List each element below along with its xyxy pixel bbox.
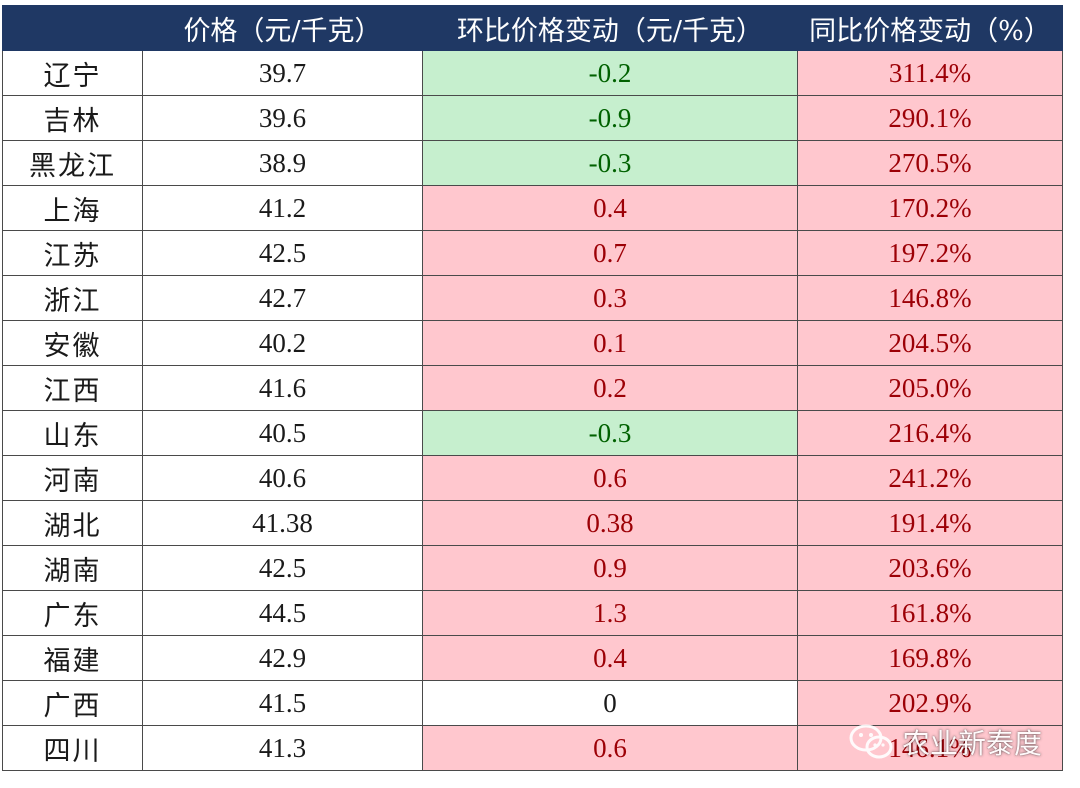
header-cell-price: 价格（元/千克） [142, 5, 423, 51]
mom-change-cell: 0.6 [422, 725, 798, 771]
header-cell-mom: 环比价格变动（元/千克） [422, 5, 798, 51]
table-row: 安徽 40.2 0.1 204.5% [2, 320, 1063, 366]
mom-change-cell: 0.1 [422, 320, 798, 366]
price-cell: 40.5 [142, 410, 423, 456]
mom-change-cell: 0.4 [422, 185, 798, 231]
mom-change-cell: -0.3 [422, 410, 798, 456]
table-row: 江苏 42.5 0.7 197.2% [2, 230, 1063, 276]
yoy-change-cell: 204.5% [797, 320, 1063, 366]
header-row: 价格（元/千克） 环比价格变动（元/千克） 同比价格变动（%） [2, 5, 1063, 51]
mom-change-cell: 0.3 [422, 275, 798, 321]
province-cell: 四川 [2, 725, 143, 771]
mom-change-cell: 0.38 [422, 500, 798, 546]
province-cell: 浙江 [2, 275, 143, 321]
price-cell: 41.6 [142, 365, 423, 411]
province-cell: 广西 [2, 680, 143, 726]
wechat-icon [848, 723, 894, 761]
mom-change-cell: -0.9 [422, 95, 798, 141]
yoy-change-cell: 202.9% [797, 680, 1063, 726]
province-cell: 上海 [2, 185, 143, 231]
price-cell: 42.5 [142, 230, 423, 276]
province-cell: 黑龙江 [2, 140, 143, 186]
province-cell: 湖北 [2, 500, 143, 546]
province-cell: 福建 [2, 635, 143, 681]
table-row: 广东 44.5 1.3 161.8% [2, 590, 1063, 636]
mom-change-cell: 0.7 [422, 230, 798, 276]
province-cell: 吉林 [2, 95, 143, 141]
price-table: 价格（元/千克） 环比价格变动（元/千克） 同比价格变动（%） 辽宁 39.7 -0… [2, 5, 1063, 771]
province-cell: 山东 [2, 410, 143, 456]
table-row: 广西 41.5 0 202.9% [2, 680, 1063, 726]
price-cell: 38.9 [142, 140, 423, 186]
mom-change-cell: -0.3 [422, 140, 798, 186]
mom-change-cell: 0.9 [422, 545, 798, 591]
price-cell: 41.3 [142, 725, 423, 771]
yoy-change-cell: 270.5% [797, 140, 1063, 186]
table-row: 山东 40.5 -0.3 216.4% [2, 410, 1063, 456]
watermark: 农业新泰度 [848, 722, 1042, 762]
table-row: 黑龙江 38.9 -0.3 270.5% [2, 140, 1063, 186]
table-row: 福建 42.9 0.4 169.8% [2, 635, 1063, 681]
price-cell: 41.38 [142, 500, 423, 546]
mom-change-cell: 0.4 [422, 635, 798, 681]
yoy-change-cell: 170.2% [797, 185, 1063, 231]
yoy-change-cell: 146.8% [797, 275, 1063, 321]
province-cell: 江西 [2, 365, 143, 411]
mom-change-cell: -0.2 [422, 50, 798, 96]
province-cell: 广东 [2, 590, 143, 636]
table-row: 浙江 42.7 0.3 146.8% [2, 275, 1063, 321]
header-cell-province [2, 5, 143, 51]
price-cell: 42.9 [142, 635, 423, 681]
yoy-change-cell: 191.4% [797, 500, 1063, 546]
yoy-change-cell: 169.8% [797, 635, 1063, 681]
province-cell: 河南 [2, 455, 143, 501]
table-row: 湖南 42.5 0.9 203.6% [2, 545, 1063, 591]
table-row: 江西 41.6 0.2 205.0% [2, 365, 1063, 411]
price-cell: 42.7 [142, 275, 423, 321]
price-cell: 41.5 [142, 680, 423, 726]
mom-change-cell: 0.2 [422, 365, 798, 411]
yoy-change-cell: 205.0% [797, 365, 1063, 411]
table-row: 四川 41.3 0.6 146.1% [2, 725, 1063, 771]
price-cell: 39.6 [142, 95, 423, 141]
yoy-change-cell: 203.6% [797, 545, 1063, 591]
price-cell: 44.5 [142, 590, 423, 636]
watermark-text: 农业新泰度 [902, 727, 1043, 760]
table-row: 辽宁 39.7 -0.2 311.4% [2, 50, 1063, 96]
table-row: 吉林 39.6 -0.9 290.1% [2, 95, 1063, 141]
price-cell: 42.5 [142, 545, 423, 591]
mom-change-cell: 0 [422, 680, 798, 726]
yoy-change-cell: 241.2% [797, 455, 1063, 501]
price-cell: 40.2 [142, 320, 423, 366]
yoy-change-cell: 146.1% [797, 725, 1063, 771]
yoy-change-cell: 161.8% [797, 590, 1063, 636]
price-cell: 41.2 [142, 185, 423, 231]
table-body: 辽宁 39.7 -0.2 311.4% 吉林 39.6 -0.9 290.1% 黑龙江 38.9-… [2, 50, 1063, 771]
province-cell: 湖南 [2, 545, 143, 591]
table-row: 上海 41.2 0.4 170.2% [2, 185, 1063, 231]
province-cell: 安徽 [2, 320, 143, 366]
yoy-change-cell: 197.2% [797, 230, 1063, 276]
yoy-change-cell: 290.1% [797, 95, 1063, 141]
price-cell: 40.6 [142, 455, 423, 501]
yoy-change-cell: 216.4% [797, 410, 1063, 456]
price-cell: 39.7 [142, 50, 423, 96]
header-cell-yoy: 同比价格变动（%） [797, 5, 1063, 51]
yoy-change-cell: 311.4% [797, 50, 1063, 96]
mom-change-cell: 0.6 [422, 455, 798, 501]
province-cell: 辽宁 [2, 50, 143, 96]
mom-change-cell: 1.3 [422, 590, 798, 636]
province-cell: 江苏 [2, 230, 143, 276]
table-row: 河南 40.6 0.6 241.2% [2, 455, 1063, 501]
table-row: 湖北 41.38 0.38 191.4% [2, 500, 1063, 546]
